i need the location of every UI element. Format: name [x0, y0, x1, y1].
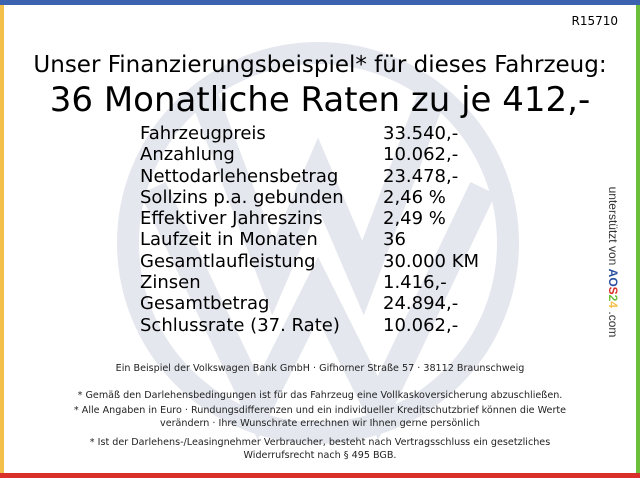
row-value: 30.000 KM	[383, 250, 480, 272]
row-value: 2,49 %	[383, 208, 446, 230]
sponsor-prefix: unterstützt von	[606, 186, 620, 269]
brand-letter: S	[606, 286, 620, 295]
aos24-logo: AOS24	[606, 269, 620, 308]
headline: 36 Monatliche Raten zu je 412,-	[49, 80, 591, 120]
sponsor-suffix: .com	[606, 308, 620, 338]
vw-logo-icon	[117, 42, 519, 444]
table-row: Laufzeit in Monaten 36	[140, 229, 479, 250]
brand-letter: O	[606, 277, 620, 287]
row-label: Fahrzeugpreis	[140, 123, 266, 144]
row-value: 23.478,-	[383, 165, 459, 187]
row-value: 10.062,-	[383, 144, 459, 166]
row-label: Gesamtlaufleistung	[140, 250, 316, 272]
row-value: 36	[383, 229, 406, 251]
right-border	[636, 5, 640, 473]
table-row: Schlussrate (37. Rate) 10.062,-	[140, 315, 479, 336]
brand-letter: A	[606, 268, 620, 278]
finance-table: Fahrzeugpreis 33.540,- Anzahlung 10.062,- …	[140, 123, 479, 336]
table-row: Nettodarlehensbetrag 23.478,-	[140, 166, 479, 187]
row-value: 1.416,-	[383, 272, 447, 294]
row-label: Schlussrate (37. Rate)	[140, 314, 340, 336]
row-value: 10.062,-	[383, 314, 459, 336]
table-row: Effektiver Jahreszins 2,49 %	[140, 208, 479, 229]
row-value: 24.894,-	[383, 293, 459, 315]
row-value: 33.540,-	[383, 123, 459, 144]
footnote-euro-2: verändern · Ihre Wunschrate errechnen wi…	[160, 418, 480, 429]
table-row: Anzahlung 10.062,-	[140, 144, 479, 165]
left-border	[0, 5, 4, 473]
top-border	[0, 0, 640, 5]
row-label: Nettodarlehensbetrag	[140, 165, 339, 187]
bank-info: Ein Beispiel der Volkswagen Bank GmbH · …	[115, 363, 525, 374]
row-label: Anzahlung	[140, 144, 235, 166]
table-row: Gesamtlaufleistung 30.000 KM	[140, 251, 479, 272]
table-row: Sollzins p.a. gebunden 2,46 %	[140, 187, 479, 208]
footnote-euro-1: * Alle Angaben in Euro · Rundungsdiffere…	[73, 405, 567, 416]
table-row: Zinsen 1.416,-	[140, 272, 479, 293]
table-row: Gesamtbetrag 24.894,-	[140, 293, 479, 314]
row-value: 2,46 %	[383, 186, 446, 208]
row-label: Sollzins p.a. gebunden	[140, 186, 344, 208]
footnote-withdrawal-2: Widerrufsrecht nach § 495 BGB.	[243, 450, 397, 461]
row-label: Laufzeit in Monaten	[140, 229, 318, 251]
row-label: Gesamtbetrag	[140, 293, 270, 315]
table-row: Fahrzeugpreis 33.540,-	[140, 123, 479, 144]
row-label: Zinsen	[140, 272, 201, 294]
footnote-insurance: * Gemäß den Darlehensbedingungen ist für…	[77, 390, 563, 401]
footnote-withdrawal-1: * Ist der Darlehens-/Leasingnehmer Verbr…	[89, 437, 551, 448]
bottom-border	[0, 473, 640, 478]
reference-number: R15710	[571, 14, 618, 28]
title: Unser Finanzierungsbeispiel* für dieses …	[33, 52, 607, 78]
row-label: Effektiver Jahreszins	[140, 208, 323, 230]
sponsor-credit: unterstützt von AOS24 .com	[603, 175, 623, 355]
